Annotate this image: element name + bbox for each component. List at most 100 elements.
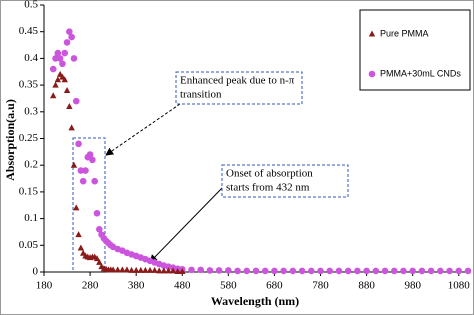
data-point — [75, 140, 82, 148]
data-point — [52, 81, 59, 88]
data-point — [70, 55, 78, 62]
data-point — [151, 266, 158, 273]
y-tick-label: 0.3 — [24, 105, 38, 117]
data-point — [206, 267, 214, 274]
annotation-text: Onset of absorption — [226, 168, 313, 180]
annotation-box — [175, 71, 303, 105]
data-point — [114, 266, 121, 273]
data-point — [63, 86, 71, 93]
data-point — [142, 266, 149, 273]
data-point — [243, 267, 251, 275]
annotation-text: transition — [180, 89, 222, 101]
data-point — [326, 267, 334, 275]
data-point — [56, 55, 64, 62]
data-point — [123, 266, 131, 273]
data-point — [119, 266, 126, 273]
y-tick-label: 0.35 — [19, 79, 39, 91]
data-point — [437, 267, 444, 275]
data-point — [188, 266, 195, 274]
y-tick-label: 0.15 — [19, 185, 39, 197]
data-point — [52, 55, 59, 62]
data-point — [89, 156, 96, 164]
data-point — [49, 65, 57, 73]
data-point — [96, 258, 103, 265]
data-point — [427, 267, 435, 275]
y-tick-label: 0.45 — [19, 25, 39, 37]
x-tick-label: 1080 — [448, 280, 471, 292]
data-point — [179, 267, 186, 274]
data-point — [446, 267, 453, 275]
data-point — [77, 167, 85, 174]
data-point — [169, 267, 177, 274]
data-point — [72, 97, 80, 105]
data-point — [344, 267, 352, 275]
data-point — [160, 267, 168, 274]
y-tick-label: 0.1 — [24, 212, 38, 224]
data-point — [280, 267, 287, 275]
y-tick-label: 0 — [33, 266, 39, 278]
annotation-box — [221, 164, 349, 198]
legend-label: PMMA+30mL CNDs — [380, 68, 461, 78]
annotation-arrow — [105, 103, 181, 156]
data-point — [455, 267, 463, 275]
annotation-arrow — [149, 185, 225, 263]
data-point — [390, 267, 398, 275]
x-axis-label: Wavelength (nm) — [211, 294, 299, 308]
data-point — [86, 151, 94, 158]
data-point — [409, 267, 416, 275]
data-point — [63, 39, 71, 46]
data-point — [54, 76, 62, 83]
data-point — [234, 267, 241, 275]
data-point — [77, 244, 85, 251]
data-point — [68, 124, 75, 131]
data-point — [418, 267, 426, 275]
data-point — [197, 266, 204, 274]
legend: Pure PMMA PMMA+30mL CNDs — [359, 9, 471, 91]
x-tick-label: 580 — [220, 280, 237, 292]
data-point — [66, 28, 73, 35]
legend-label: Pure PMMA — [380, 28, 429, 38]
data-point — [50, 92, 57, 99]
x-tick-label: 380 — [128, 280, 145, 292]
data-point — [400, 267, 407, 275]
data-point — [174, 267, 181, 274]
data-point — [128, 266, 135, 273]
data-point — [354, 267, 361, 275]
data-point — [225, 267, 232, 274]
annotation-text: starts from 432 nm — [226, 182, 310, 194]
y-tick-label: 0.4 — [24, 52, 38, 64]
data-point — [156, 267, 163, 274]
y-tick-label: 0.25 — [19, 132, 39, 144]
x-tick-label: 980 — [404, 280, 421, 292]
x-tick-label: 780 — [312, 280, 329, 292]
legend-box — [359, 9, 471, 91]
x-tick-label: 680 — [266, 280, 283, 292]
data-point — [308, 267, 315, 275]
data-point — [82, 167, 89, 174]
data-point — [96, 225, 103, 233]
y-axis-label: Absorption(a.u) — [3, 99, 17, 181]
data-point — [61, 49, 69, 57]
data-point — [289, 267, 297, 275]
annotation-text: Enhanced peak due to n-π — [180, 75, 295, 87]
legend-marker — [368, 70, 376, 78]
data-point — [261, 267, 269, 275]
data-point — [464, 267, 472, 275]
data-point — [252, 267, 260, 275]
data-point — [93, 209, 101, 217]
data-point — [271, 267, 278, 275]
data-point — [91, 177, 98, 185]
data-point — [317, 267, 324, 275]
data-point — [79, 177, 87, 185]
data-point — [146, 266, 154, 273]
data-point — [61, 76, 68, 83]
data-point — [75, 231, 82, 238]
data-point — [372, 267, 380, 275]
data-point — [137, 266, 144, 273]
data-point — [298, 267, 306, 275]
data-point — [335, 267, 343, 275]
data-point — [215, 267, 223, 274]
y-tick-label: 0.5 — [24, 0, 38, 11]
y-tick-label: 0.2 — [24, 159, 38, 171]
